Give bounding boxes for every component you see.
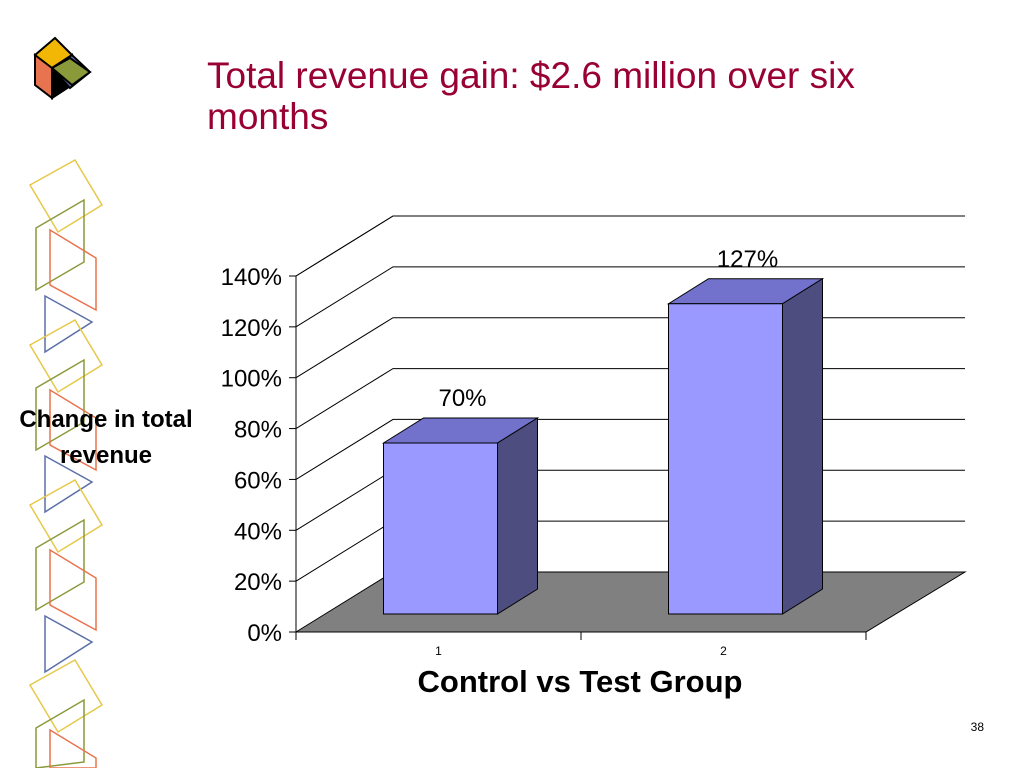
y-axis-label: Change in total revenue	[19, 406, 193, 469]
y-tick-label: 140%	[221, 264, 282, 291]
parallelogram-shape	[35, 358, 85, 452]
bar-data-label: 127%	[717, 246, 778, 273]
cube-logo-icon	[33, 36, 92, 101]
y-tick-label: 80%	[234, 417, 282, 444]
page-number: 38	[970, 720, 984, 734]
parallelogram-shape	[49, 728, 97, 768]
gridline	[295, 215, 965, 277]
x-axis-label: Control vs Test Group	[417, 664, 743, 699]
diamond-shape	[28, 158, 104, 234]
bar	[383, 442, 498, 615]
triangle-shape	[44, 614, 94, 674]
bar-data-label: 70%	[438, 385, 486, 412]
gridline	[295, 266, 965, 328]
y-tick-label: 120%	[221, 315, 282, 342]
y-tick-label: 0%	[247, 620, 282, 647]
bar-side	[782, 277, 823, 615]
diamond-shape	[28, 318, 104, 394]
bar-side	[497, 417, 538, 615]
x-tick-label: 1	[435, 644, 442, 658]
parallelogram-shape	[49, 388, 97, 472]
parallelogram-shape	[35, 198, 85, 292]
parallelogram-shape	[49, 228, 97, 312]
triangle-shape	[44, 294, 94, 354]
parallelogram-shape	[49, 548, 97, 632]
parallelogram-shape	[35, 518, 85, 612]
diamond-shape	[28, 478, 104, 554]
parallelogram-shape	[35, 698, 85, 768]
y-tick-label: 40%	[234, 518, 282, 545]
x-tick-label: 2	[720, 644, 727, 658]
diamond-shape	[28, 658, 104, 734]
slide-title: Total revenue gain: $2.6 million over si…	[207, 55, 855, 137]
y-tick-label: 100%	[221, 366, 282, 393]
y-tick-label: 20%	[234, 569, 282, 596]
decorative-shapes-strip	[28, 158, 104, 768]
triangle-shape	[44, 454, 94, 514]
bar	[668, 303, 783, 615]
y-tick-label: 60%	[234, 467, 282, 494]
